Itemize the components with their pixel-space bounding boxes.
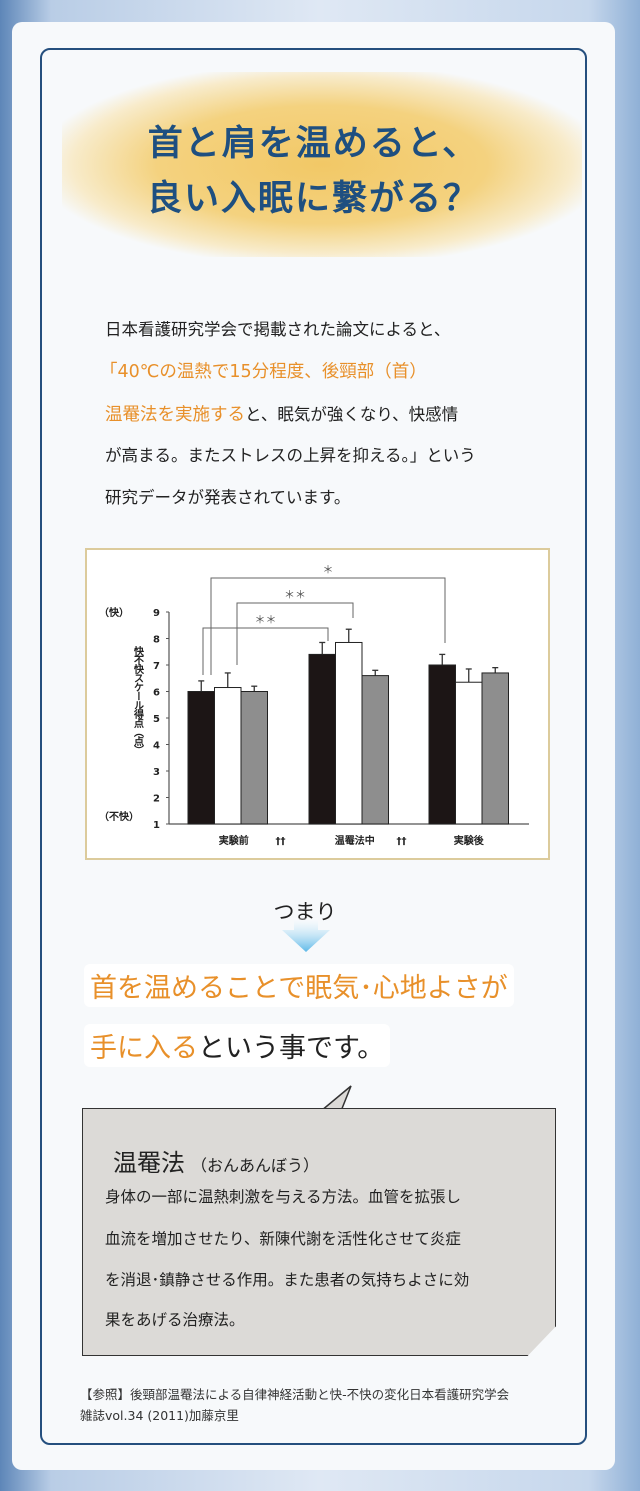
intro-line: 温罨法を実施すると、眠気が強くなり、快感情 bbox=[105, 401, 458, 426]
y-axis-label: 快不快スケール得点（点） bbox=[132, 645, 145, 754]
intro-quote-line: 「40℃の温熱で15分程度、後頸部（首） bbox=[100, 362, 427, 382]
significance-bracket bbox=[236, 602, 354, 665]
significance-label: ＊＊ bbox=[284, 588, 306, 601]
significance-bracket bbox=[202, 627, 329, 675]
intro-line: 日本看護研究学会で掲載された論文によると、 bbox=[105, 320, 451, 339]
intro-highlight: 温罨法を実施する bbox=[105, 405, 245, 425]
bar bbox=[455, 681, 483, 825]
conclusion-highlight: 手に入る bbox=[90, 1033, 198, 1064]
bar bbox=[187, 691, 215, 825]
y-tick-label: 9 bbox=[153, 608, 160, 619]
y-top-label: （快） bbox=[99, 606, 129, 619]
chart-svg: 1 2 3 4 5 6 7 8 9 （快） （不快） 快不快スケール得点（点） 実験前 †† 温罨法中 †† 実… bbox=[99, 563, 529, 847]
category-mark: †† bbox=[397, 836, 407, 847]
y-tick-label: 4 bbox=[153, 741, 160, 752]
x-tick-label: 実験前 bbox=[219, 834, 249, 847]
y-tick-label: 6 bbox=[153, 688, 160, 699]
intro-line: 研究データが発表されています。 bbox=[105, 488, 351, 507]
bar bbox=[335, 641, 363, 825]
note-line: を消退･鎮静させる作用。また患者の気持ちよさに効 bbox=[105, 1271, 470, 1289]
bar bbox=[481, 672, 509, 825]
note-line: 血流を増加させたり、新陳代謝を活性化させて炎症 bbox=[105, 1230, 461, 1248]
y-tick-label: 2 bbox=[153, 794, 160, 805]
chart: 1 2 3 4 5 6 7 8 9 （快） （不快） 快不快スケール得点（点） 実験前 †† 温罨法中 †† 実… bbox=[85, 548, 550, 860]
bar bbox=[308, 653, 336, 825]
category-mark: †† bbox=[276, 836, 286, 847]
bar bbox=[240, 691, 268, 825]
intro-text: と、眠気が強くなり、快感情 bbox=[245, 405, 459, 424]
definition-note bbox=[82, 1108, 556, 1356]
content-frame bbox=[40, 48, 587, 1445]
intro-line: が高まる。またストレスの上昇を抑える。」という bbox=[105, 446, 476, 465]
significance-bracket bbox=[210, 577, 446, 675]
note-line: 身体の一部に温熱刺激を与える方法。血管を拡張し bbox=[105, 1188, 462, 1206]
note-line: 果をあげる治療法。 bbox=[105, 1311, 245, 1329]
down-arrow-icon bbox=[282, 918, 330, 952]
bar bbox=[214, 687, 242, 825]
note-term-text: 温罨法 bbox=[113, 1149, 185, 1177]
significance-label: ＊＊ bbox=[255, 613, 277, 626]
y-tick-label: 8 bbox=[153, 635, 160, 646]
conclusion-line-1: 首を温めることで眠気･心地よさが bbox=[84, 964, 514, 1007]
note-reading: （おんあんぼう） bbox=[191, 1156, 320, 1175]
reference-line: 【参照】後頸部温罨法による自律神経活動と快-不快の変化日本看護研究学会 bbox=[80, 1387, 510, 1402]
title-line-1: 首と肩を温めると、 bbox=[147, 124, 480, 164]
y-tick-label: 3 bbox=[153, 767, 160, 778]
y-tick-label: 5 bbox=[153, 714, 160, 725]
bar bbox=[428, 664, 456, 825]
bar bbox=[361, 675, 389, 825]
x-tick-label: 実験後 bbox=[454, 834, 485, 847]
reference-line: 雑誌vol.34 (2011)加藤京里 bbox=[80, 1408, 239, 1423]
y-tick-label: 7 bbox=[153, 661, 160, 672]
y-tick-label: 1 bbox=[153, 820, 160, 831]
y-bottom-label: （不快） bbox=[99, 810, 139, 823]
significance-label: ＊ bbox=[323, 563, 334, 576]
x-tick-label: 温罨法中 bbox=[335, 834, 375, 847]
conclusion-line-2: 手に入るという事です。 bbox=[84, 1024, 391, 1067]
conclusion-highlight: 首を温めることで眠気･心地よさが bbox=[90, 973, 508, 1004]
note-term: 温罨法 （おんあんぼう） bbox=[113, 1143, 319, 1178]
title-line-2: 良い入眠に繋がる？ bbox=[146, 179, 480, 219]
conclusion-text: という事です。 bbox=[198, 1033, 385, 1064]
speech-tail bbox=[319, 1085, 352, 1111]
title-highlight bbox=[62, 72, 582, 257]
